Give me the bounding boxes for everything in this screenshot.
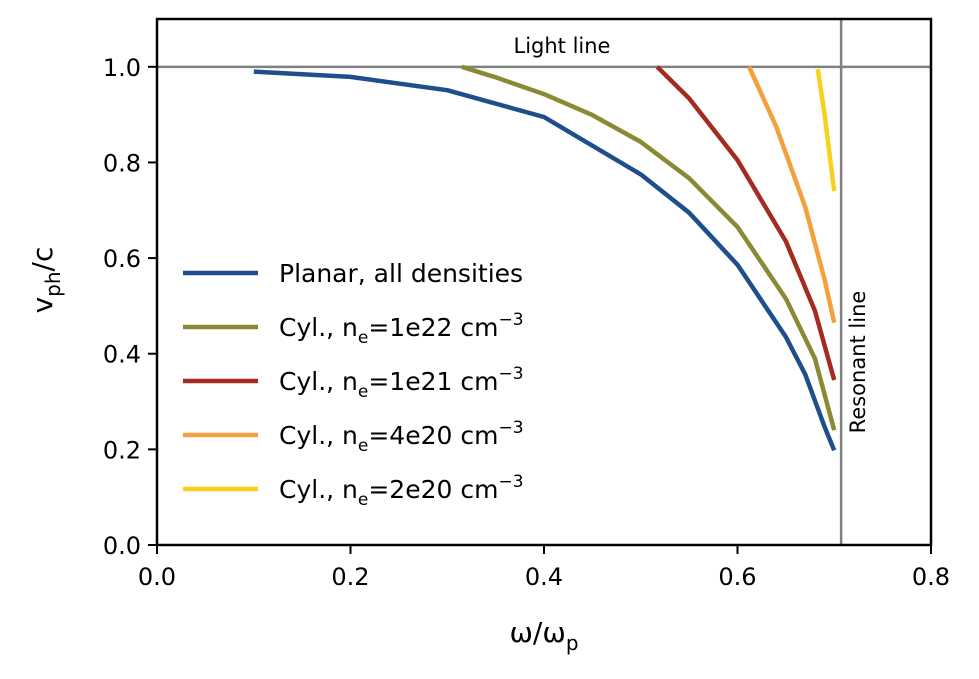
- legend-superscript: −3: [498, 310, 523, 330]
- ticks-layer: 0.0 0.2 0.4 0.6 0.8 0.0 0.2 0.4 0.6 0.8 1.0: [103, 54, 950, 591]
- legend-text-part: =1e22 cm: [368, 313, 498, 342]
- y-tick-label: 1.0: [103, 54, 141, 82]
- legend-superscript: −3: [498, 418, 523, 438]
- series-line-2: [655, 65, 837, 381]
- y-axis-label-sub: ph: [41, 271, 65, 296]
- legend-label-1: Cyl., ne=1e22 cm−3: [279, 310, 524, 348]
- legend-text-part: Cyl., n: [279, 367, 358, 396]
- light-line-label: Light line: [514, 34, 611, 58]
- legend-text-part: =1e21 cm: [368, 367, 498, 396]
- y-tick-label: 0.6: [103, 245, 141, 273]
- legend-label-2: Cyl., ne=1e21 cm−3: [279, 364, 524, 402]
- x-tick-label: 0.0: [138, 563, 176, 591]
- legend-label-4: Cyl., ne=2e20 cm−3: [279, 472, 524, 510]
- legend-text-part: =4e20 cm: [368, 421, 498, 450]
- x-tick-label: 0.4: [525, 563, 563, 591]
- series-line-0: [253, 69, 837, 452]
- legend-subscript: e: [358, 382, 368, 402]
- y-tick-label: 0.4: [103, 341, 141, 369]
- x-axis-label-main: ω/ω: [509, 616, 565, 649]
- legend-text-part: Cyl., n: [279, 313, 358, 342]
- legend-subscript: e: [358, 490, 368, 510]
- y-tick-label: 0.0: [103, 532, 141, 560]
- y-axis-label-tail: /c: [26, 247, 59, 272]
- legend-label-3: Cyl., ne=4e20 cm−3: [279, 418, 524, 456]
- legend-text-part: =2e20 cm: [368, 475, 498, 504]
- legend-subscript: e: [358, 328, 368, 348]
- series-line-1: [461, 64, 837, 431]
- x-tick-label: 0.2: [331, 563, 369, 591]
- y-tick-label: 0.8: [103, 149, 141, 177]
- x-tick-label: 0.8: [912, 563, 950, 591]
- legend-subscript: e: [358, 436, 368, 456]
- x-tick-label: 0.6: [718, 563, 756, 591]
- y-tick-label: 0.2: [103, 436, 141, 464]
- legend-text-part: Cyl., n: [279, 475, 358, 504]
- y-axis-label-main: v: [26, 297, 59, 314]
- resonant-line-label: Resonant line: [846, 291, 870, 434]
- legend-label-0: Planar, all densities: [279, 259, 523, 288]
- y-axis-label: vph/c: [26, 247, 65, 314]
- legend-superscript: −3: [498, 364, 523, 384]
- legend-text-part: Cyl., n: [279, 421, 358, 450]
- series-line-3: [747, 65, 837, 324]
- series-line-4: [815, 68, 837, 192]
- x-axis-label: ω/ωp: [509, 616, 578, 655]
- legend-superscript: −3: [498, 472, 523, 492]
- reference-lines: [157, 19, 931, 545]
- x-axis-label-sub: p: [566, 631, 579, 655]
- series-layer: [253, 64, 837, 452]
